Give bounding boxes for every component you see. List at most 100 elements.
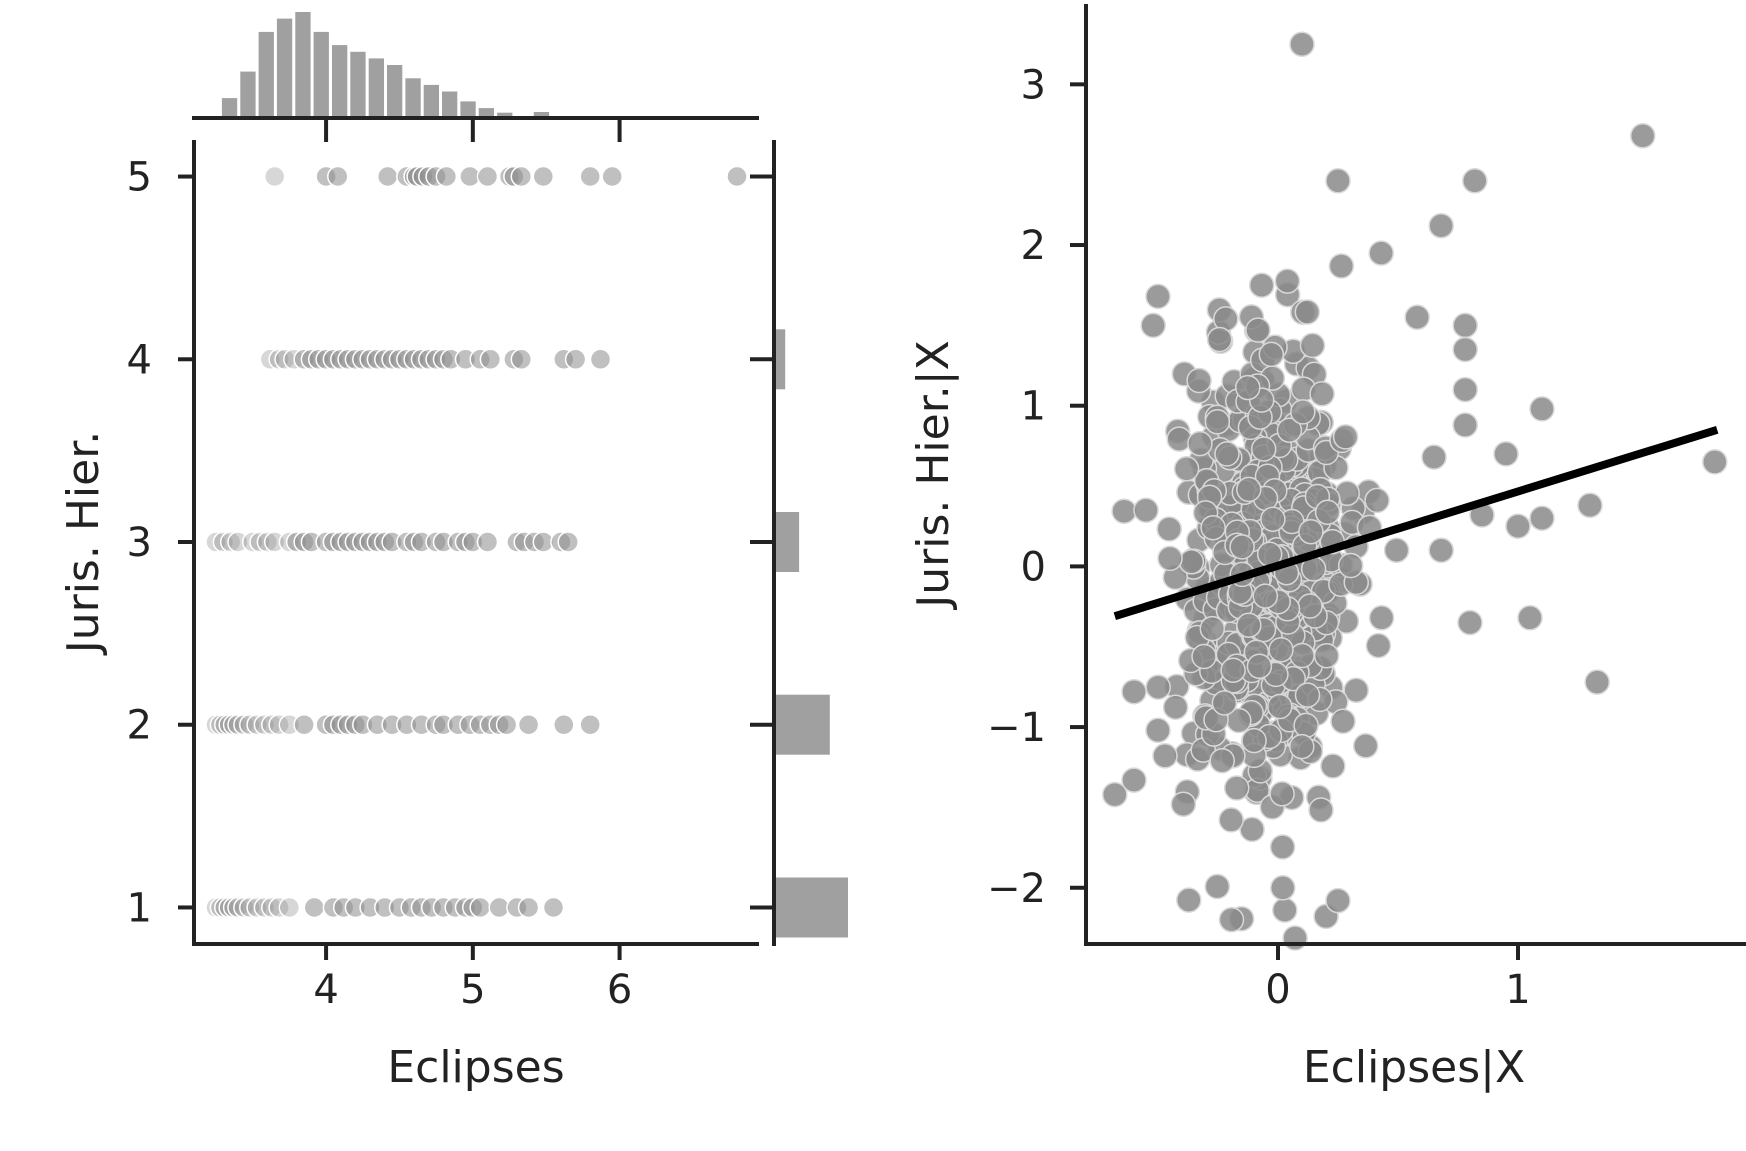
pr-point: [1505, 513, 1531, 539]
pr-point: [1214, 441, 1240, 467]
joint-x-tick-label: 6: [607, 967, 632, 1013]
joint-point: [253, 896, 276, 919]
pr-point: [1211, 690, 1238, 716]
joint-point: [532, 165, 555, 188]
joint-point: [579, 165, 601, 188]
marginal-x-bar: [350, 51, 366, 119]
marginal-x-bar: [460, 101, 476, 118]
pr-point: [1529, 505, 1555, 531]
pr-point: [1452, 312, 1478, 339]
pr-point: [1157, 545, 1183, 572]
pr-point: [1276, 417, 1303, 443]
joint-point: [476, 531, 499, 553]
pr-y-tick-label: 3: [1021, 62, 1046, 108]
pr-point: [1328, 253, 1355, 279]
pr-point: [1268, 637, 1294, 663]
joint-point: [263, 165, 286, 188]
pr-point: [1246, 653, 1273, 680]
marginal-x-bar: [240, 71, 256, 118]
marginal-x-bars: [221, 12, 550, 119]
marginal-x-bar: [405, 78, 421, 119]
joint-point: [601, 165, 623, 188]
pr-point: [1176, 887, 1202, 913]
pr-point: [1145, 283, 1171, 310]
marginal-x-bar: [295, 12, 311, 118]
pr-x-axis-label: Eclipses|X: [1303, 1042, 1525, 1093]
joint-point: [212, 531, 235, 553]
pr-point: [1309, 381, 1335, 407]
joint-x-ticks: 4 5 6: [313, 944, 632, 1013]
pr-point: [1140, 312, 1166, 339]
marginal-x-bar: [497, 112, 513, 118]
pr-point: [1199, 615, 1226, 642]
pr-x-tick-label: 1: [1505, 967, 1530, 1013]
joint-point: [253, 713, 276, 736]
marginal-x-bar: [423, 84, 439, 118]
pr-point: [1248, 272, 1275, 298]
pr-x-tick-label: 0: [1265, 967, 1290, 1013]
joint-point: [227, 896, 249, 919]
pr-point: [1343, 677, 1369, 703]
joint-y-axis-label: Juris. Hier.: [58, 431, 109, 657]
joint-point: [517, 713, 540, 736]
pr-point: [1421, 444, 1447, 470]
pr-point: [1293, 712, 1319, 739]
pr-point: [1320, 753, 1346, 779]
joint-point: [205, 531, 227, 553]
pr-y-tick-label: −2: [987, 866, 1046, 912]
pr-y-tick-label: 1: [1021, 384, 1046, 430]
pr-point: [1702, 449, 1728, 475]
pr-point: [1121, 678, 1147, 705]
pr-point: [1236, 612, 1262, 638]
joint-point: [564, 348, 587, 371]
marginal-x-bar: [332, 45, 348, 118]
joint-x-tick-label: 5: [460, 967, 485, 1013]
joint-y-tick-label: 4: [127, 337, 152, 383]
pr-point: [1452, 376, 1478, 403]
joint-point: [726, 165, 748, 188]
joint-point: [495, 713, 518, 736]
pr-point: [1308, 797, 1334, 823]
pr-point: [1252, 583, 1279, 609]
pr-point: [1223, 775, 1250, 801]
pr-point: [1236, 476, 1262, 503]
pr-point: [1577, 492, 1603, 519]
joint-plot: 4 5 6 1 2 3 4 5 Eclipses Juris. Hier.: [58, 140, 759, 1093]
pr-y-axis-label: Juris. Hier.|X: [908, 340, 959, 610]
pr-point: [1313, 642, 1340, 669]
pr-point: [1404, 304, 1430, 331]
pr-y-tick-label: 2: [1021, 223, 1046, 269]
joint-point: [239, 896, 261, 919]
joint-point: [293, 713, 315, 736]
pr-point: [1162, 694, 1189, 720]
pr-point: [1111, 498, 1137, 524]
joint-point: [589, 348, 612, 371]
joint-point: [510, 165, 533, 188]
joint-point: [469, 896, 491, 919]
pr-point: [1170, 791, 1197, 817]
pr-point: [1156, 516, 1182, 542]
marginal-x-bar: [313, 31, 329, 118]
marginal-x-bar: [478, 108, 494, 118]
pr-point: [1457, 609, 1483, 636]
pr-point: [1428, 537, 1454, 564]
pr-point: [1235, 374, 1261, 401]
joint-point: [219, 531, 242, 553]
pr-point: [1289, 733, 1315, 760]
marginal-x-bar: [258, 31, 274, 118]
pr-point: [1269, 834, 1296, 860]
pr-point: [1298, 518, 1324, 545]
joint-point: [249, 531, 271, 553]
pr-point: [1173, 456, 1200, 482]
pr-point: [1368, 605, 1395, 631]
joint-y-tick-label: 2: [127, 703, 152, 749]
pr-point: [1274, 268, 1301, 294]
pr-point: [1493, 441, 1519, 467]
marginal-x-bar: [442, 91, 458, 118]
pr-point: [1332, 424, 1359, 450]
pr-point: [1191, 643, 1217, 670]
joint-point: [261, 713, 283, 736]
pr-point: [1121, 767, 1147, 793]
pr-point: [1187, 430, 1213, 457]
